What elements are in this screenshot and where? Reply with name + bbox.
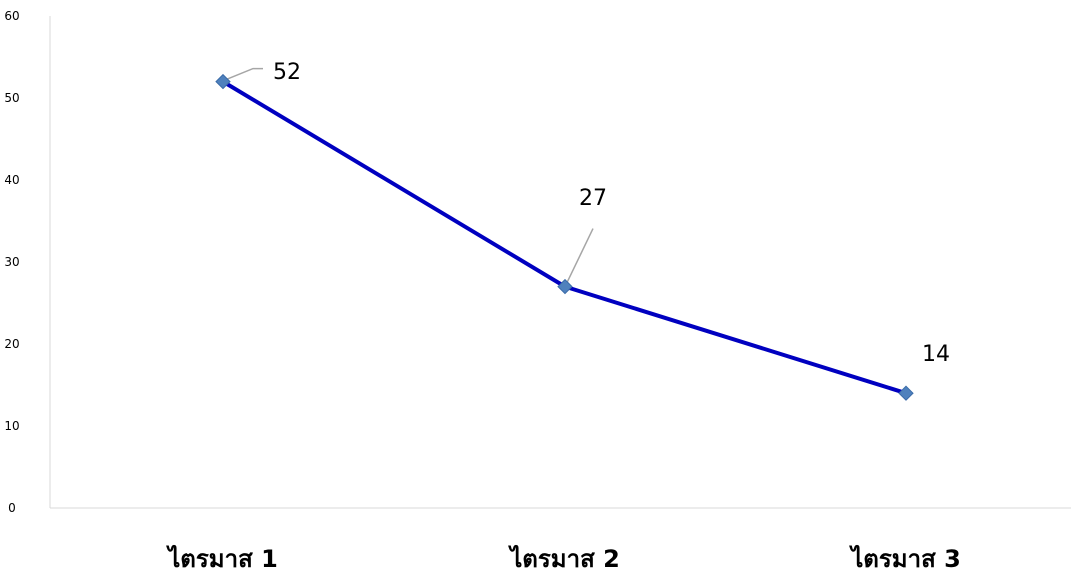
x-tick-label: ไตรมาส 2 bbox=[507, 544, 620, 573]
data-labels: 52 27 14 bbox=[273, 60, 950, 367]
y-tick-label: 50 bbox=[4, 91, 19, 105]
series-line bbox=[221, 79, 908, 396]
y-tick-label: 20 bbox=[4, 337, 19, 351]
y-tick-label: 60 bbox=[4, 9, 19, 23]
data-label: 27 bbox=[579, 186, 607, 211]
data-point-marker bbox=[557, 278, 573, 295]
data-point-marker bbox=[898, 385, 914, 401]
y-axis: 0 10 20 30 40 50 60 bbox=[4, 9, 51, 515]
series-markers bbox=[215, 73, 914, 401]
x-tick-label: ไตรมาส 1 bbox=[165, 544, 278, 573]
x-tick-label: ไตรมาส 3 bbox=[848, 544, 961, 573]
data-label: 14 bbox=[922, 342, 950, 367]
y-tick-label: 30 bbox=[4, 255, 19, 269]
data-label-leader-line bbox=[225, 67, 263, 81]
x-axis: ไตรมาส 1 ไตรมาส 2 ไตรมาส 3 bbox=[50, 507, 1071, 573]
data-label-leaders bbox=[225, 67, 594, 283]
data-point-marker bbox=[215, 73, 231, 90]
y-tick-label: 10 bbox=[4, 419, 19, 433]
series-line-group bbox=[221, 79, 908, 396]
y-tick-label: 0 bbox=[8, 501, 16, 515]
data-label-leader-line bbox=[566, 228, 594, 283]
data-label: 52 bbox=[273, 60, 301, 85]
y-tick-label: 40 bbox=[4, 173, 19, 187]
